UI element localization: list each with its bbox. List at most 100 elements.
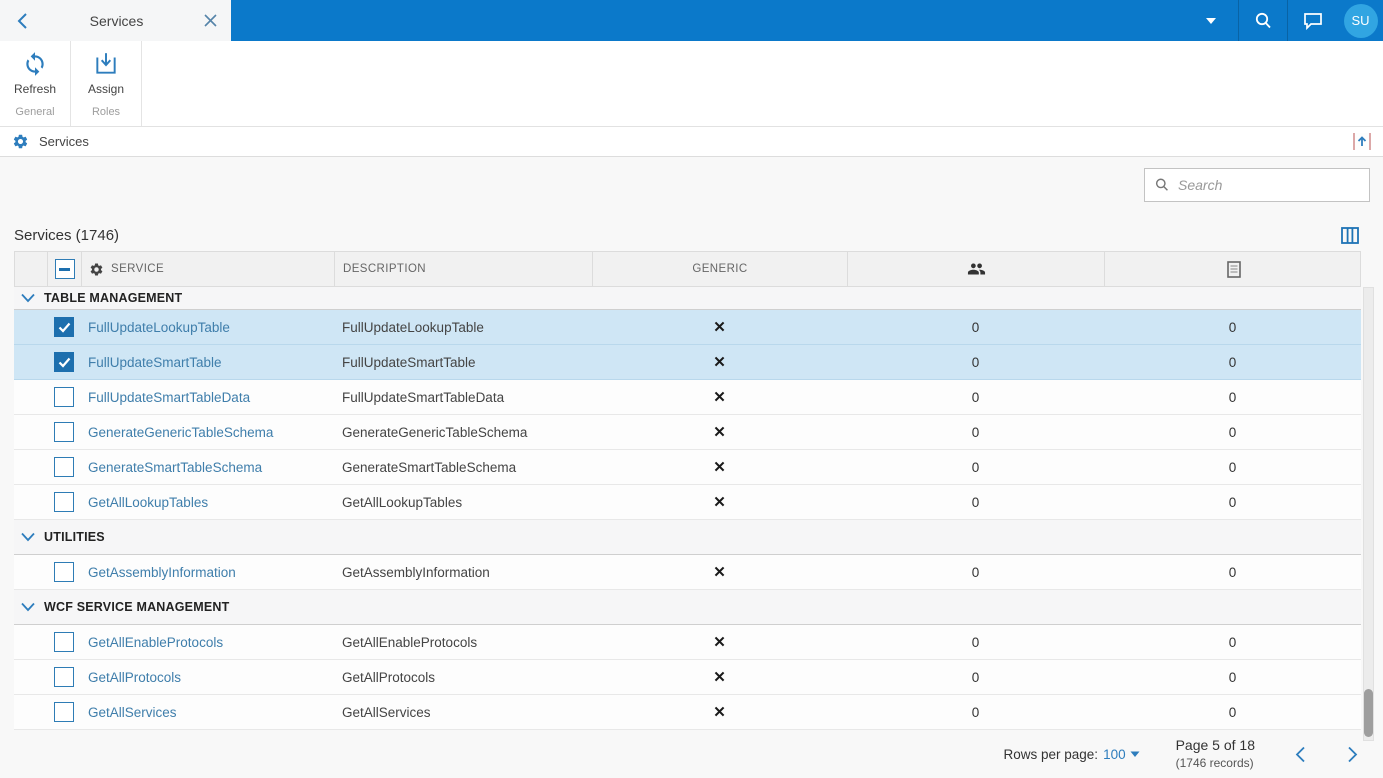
service-link[interactable]: GetAllServices bbox=[88, 704, 177, 720]
previous-page-button[interactable] bbox=[1291, 745, 1309, 763]
table-row[interactable]: GenerateGenericTableSchema GenerateGener… bbox=[14, 415, 1361, 450]
chat-icon bbox=[1304, 12, 1322, 30]
search-box bbox=[1144, 168, 1370, 202]
table-row[interactable]: GenerateSmartTableSchema GenerateSmartTa… bbox=[14, 450, 1361, 485]
rows-per-page-label: Rows per page: bbox=[1003, 746, 1099, 762]
service-link[interactable]: GetAllEnableProtocols bbox=[88, 634, 224, 650]
row-checkbox[interactable] bbox=[54, 317, 74, 337]
next-page-button[interactable] bbox=[1343, 745, 1361, 763]
scrollbar-thumb[interactable] bbox=[1364, 689, 1373, 737]
assign-button[interactable]: Assign bbox=[82, 49, 130, 98]
service-link[interactable]: GetAssemblyInformation bbox=[88, 564, 236, 580]
table-row[interactable]: GetAssemblyInformation GetAssemblyInform… bbox=[14, 555, 1361, 590]
group-name: TABLE MANAGEMENT bbox=[44, 291, 183, 305]
pager bbox=[1291, 745, 1361, 763]
chevron-down-icon bbox=[21, 602, 35, 612]
gear-icon bbox=[13, 134, 28, 149]
service-link[interactable]: FullUpdateSmartTableData bbox=[88, 389, 251, 405]
page-title: Services bbox=[39, 134, 89, 149]
rows-per-page: Rows per page: 100 bbox=[1004, 747, 1140, 762]
service-description: FullUpdateSmartTable bbox=[342, 354, 476, 370]
service-link[interactable]: FullUpdateSmartTable bbox=[88, 354, 222, 370]
search-input[interactable] bbox=[1178, 177, 1360, 193]
group-row-table-management[interactable]: TABLE MANAGEMENT bbox=[14, 287, 1361, 310]
close-icon bbox=[203, 14, 217, 27]
generic-x-mark: ✕ bbox=[713, 704, 726, 721]
header-description[interactable]: DESCRIPTION bbox=[335, 252, 593, 286]
generic-x-mark: ✕ bbox=[713, 319, 726, 336]
people-icon bbox=[967, 263, 985, 275]
service-link[interactable]: GetAllLookupTables bbox=[88, 494, 209, 510]
header-service[interactable]: SERVICE bbox=[82, 252, 335, 286]
chevron-down-icon bbox=[21, 293, 35, 303]
avatar[interactable]: SU bbox=[1343, 3, 1378, 38]
select-all-checkbox[interactable] bbox=[54, 259, 75, 279]
back-button[interactable] bbox=[12, 11, 32, 31]
gear-icon bbox=[90, 263, 103, 275]
row-checkbox[interactable] bbox=[54, 422, 74, 442]
table-row[interactable]: FullUpdateSmartTableData FullUpdateSmart… bbox=[14, 380, 1361, 415]
group-row-utilities[interactable]: UTILITIES bbox=[14, 520, 1361, 555]
row-checkbox[interactable] bbox=[54, 632, 74, 652]
row-checkbox[interactable] bbox=[54, 667, 74, 687]
users-count: 0 bbox=[971, 459, 980, 475]
divider bbox=[1238, 0, 1239, 41]
chevron-down-icon bbox=[1205, 17, 1216, 24]
refresh-button[interactable]: Refresh bbox=[8, 49, 62, 98]
header-assigned-devices[interactable] bbox=[1105, 252, 1362, 286]
service-link[interactable]: GetAllProtocols bbox=[88, 669, 182, 685]
devices-count: 0 bbox=[1228, 634, 1237, 650]
tab-title[interactable]: Services bbox=[89, 12, 144, 29]
service-description: GetAllLookupTables bbox=[342, 494, 463, 510]
feedback-button[interactable] bbox=[1288, 0, 1338, 41]
global-search-button[interactable] bbox=[1239, 0, 1287, 41]
generic-x-mark: ✕ bbox=[713, 564, 726, 581]
generic-x-mark: ✕ bbox=[713, 354, 726, 371]
columns-icon bbox=[1341, 226, 1359, 244]
generic-x-mark: ✕ bbox=[713, 494, 726, 511]
table-row[interactable]: GetAllServices GetAllServices ✕ 0 0 bbox=[14, 695, 1361, 730]
service-description: GetAllProtocols bbox=[342, 669, 436, 685]
table-row[interactable]: GetAllLookupTables GetAllLookupTables ✕ … bbox=[14, 485, 1361, 520]
header-checkbox-cell bbox=[48, 252, 82, 286]
ribbon-group-general: Refresh General bbox=[0, 41, 71, 126]
records-label: (1746 records) bbox=[1175, 756, 1254, 771]
collapse-ribbon-button[interactable] bbox=[1353, 133, 1371, 150]
generic-x-mark: ✕ bbox=[713, 634, 726, 651]
group-row-wcf-service-management[interactable]: WCF SERVICE MANAGEMENT bbox=[14, 590, 1361, 625]
vertical-scrollbar[interactable] bbox=[1363, 287, 1374, 741]
service-description: FullUpdateSmartTableData bbox=[342, 389, 505, 405]
devices-count: 0 bbox=[1228, 354, 1237, 370]
service-link[interactable]: GenerateGenericTableSchema bbox=[88, 424, 274, 440]
workspace-dropdown-button[interactable] bbox=[1183, 0, 1238, 41]
row-checkbox[interactable] bbox=[54, 387, 74, 407]
header-assigned-users[interactable] bbox=[848, 252, 1105, 286]
table-row[interactable]: GetAllProtocols GetAllProtocols ✕ 0 0 bbox=[14, 660, 1361, 695]
chevron-left-icon bbox=[1295, 746, 1305, 762]
table-row[interactable]: GetAllEnableProtocols GetAllEnableProtoc… bbox=[14, 625, 1361, 660]
devices-count: 0 bbox=[1228, 319, 1237, 335]
users-count: 0 bbox=[971, 704, 980, 720]
column-chooser-button[interactable] bbox=[1341, 226, 1359, 244]
chevron-down-icon bbox=[1130, 751, 1140, 757]
table-row[interactable]: FullUpdateLookupTable FullUpdateLookupTa… bbox=[14, 310, 1361, 345]
service-description: GetAssemblyInformation bbox=[342, 564, 490, 580]
group-name: WCF SERVICE MANAGEMENT bbox=[44, 600, 230, 614]
header-generic[interactable]: GENERIC bbox=[593, 252, 848, 286]
ribbon-toolbar: Refresh General Assign Roles bbox=[0, 41, 1383, 127]
top-bar: Services SU bbox=[0, 0, 1383, 41]
row-checkbox[interactable] bbox=[54, 352, 74, 372]
devices-count: 0 bbox=[1228, 669, 1237, 685]
row-checkbox[interactable] bbox=[54, 457, 74, 477]
service-description: GenerateSmartTableSchema bbox=[342, 459, 517, 475]
table-row[interactable]: FullUpdateSmartTable FullUpdateSmartTabl… bbox=[14, 345, 1361, 380]
row-checkbox[interactable] bbox=[54, 702, 74, 722]
rows-per-page-select[interactable]: 100 bbox=[1103, 747, 1140, 762]
row-checkbox[interactable] bbox=[54, 492, 74, 512]
ribbon-group-label-general: General bbox=[15, 106, 55, 118]
row-checkbox[interactable] bbox=[54, 562, 74, 582]
arrow-up-icon bbox=[1357, 136, 1367, 146]
service-link[interactable]: GenerateSmartTableSchema bbox=[88, 459, 263, 475]
service-link[interactable]: FullUpdateLookupTable bbox=[88, 319, 230, 335]
tab-close-button[interactable] bbox=[201, 12, 219, 30]
